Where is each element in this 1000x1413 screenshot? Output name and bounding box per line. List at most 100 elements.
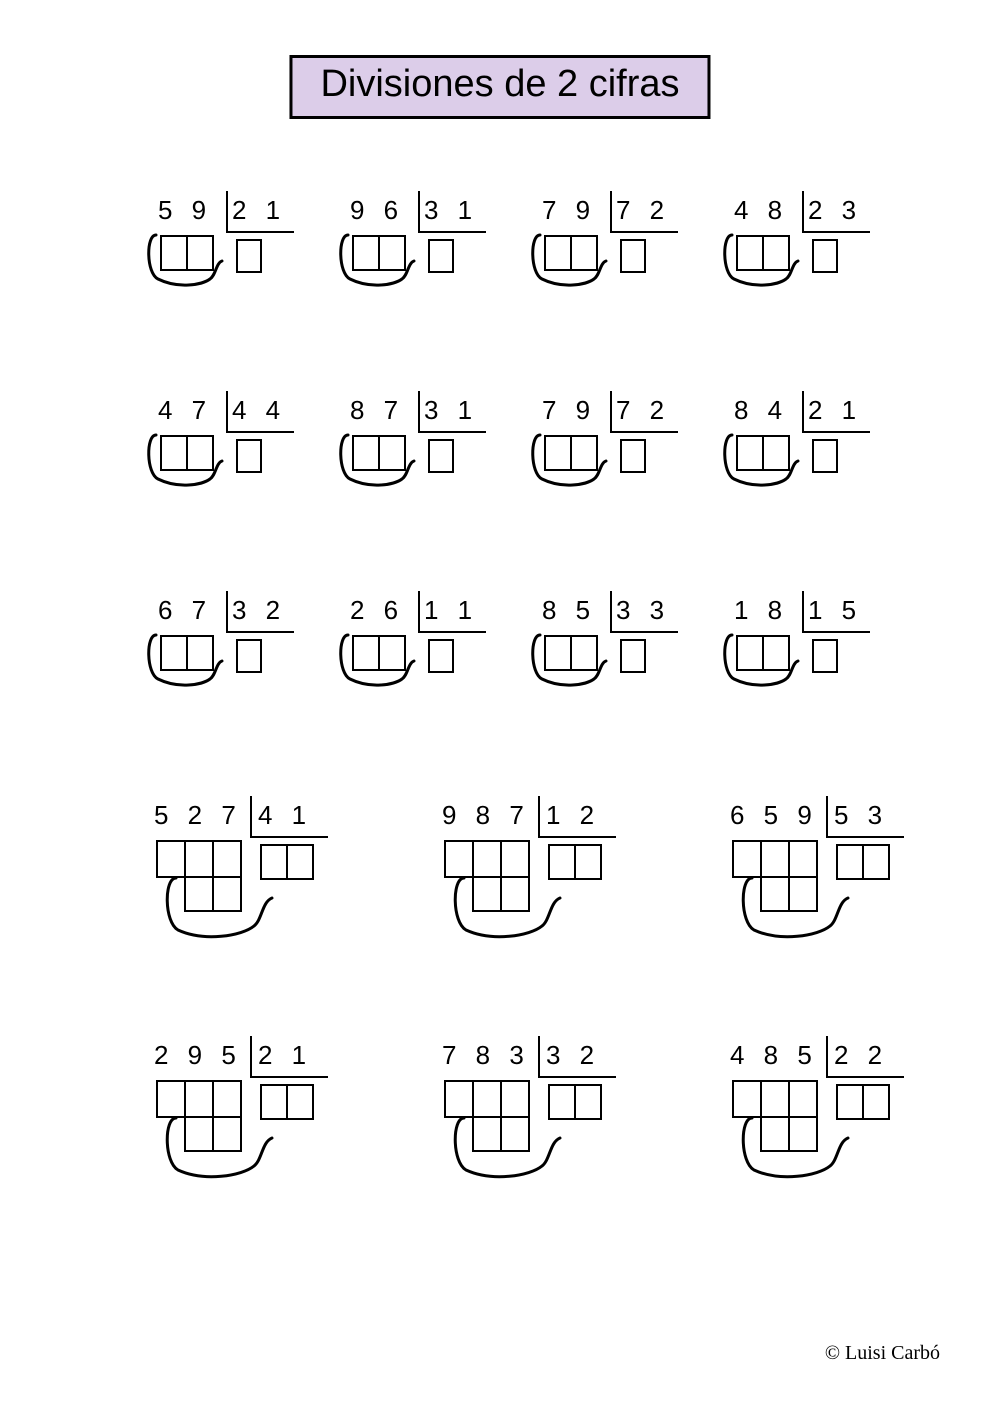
answer-cell[interactable] bbox=[790, 840, 818, 878]
quotient-boxes[interactable] bbox=[260, 844, 314, 880]
answer-cell[interactable] bbox=[544, 235, 572, 271]
answer-cell[interactable] bbox=[732, 840, 762, 878]
remainder-boxes[interactable] bbox=[544, 635, 598, 671]
remainder-row-2[interactable] bbox=[184, 876, 242, 912]
answer-cell[interactable] bbox=[188, 235, 214, 271]
quotient-box[interactable] bbox=[428, 439, 454, 473]
answer-cell[interactable] bbox=[188, 435, 214, 471]
answer-cell[interactable] bbox=[790, 876, 818, 912]
remainder-boxes[interactable] bbox=[352, 635, 406, 671]
answer-cell[interactable] bbox=[572, 435, 598, 471]
remainder-boxes[interactable] bbox=[544, 435, 598, 471]
remainder-boxes[interactable] bbox=[352, 235, 406, 271]
answer-cell[interactable] bbox=[572, 235, 598, 271]
answer-cell[interactable] bbox=[472, 1116, 502, 1152]
answer-cell[interactable] bbox=[548, 844, 576, 880]
remainder-row-2[interactable] bbox=[760, 1116, 818, 1152]
remainder-row-1[interactable] bbox=[732, 1080, 818, 1118]
quotient-boxes[interactable] bbox=[836, 1084, 890, 1120]
remainder-row-1[interactable] bbox=[444, 840, 530, 878]
answer-cell[interactable] bbox=[502, 840, 530, 878]
answer-cell[interactable] bbox=[186, 840, 214, 878]
answer-cell[interactable] bbox=[474, 1080, 502, 1118]
answer-cell[interactable] bbox=[732, 1080, 762, 1118]
answer-cell[interactable] bbox=[762, 840, 790, 878]
remainder-row-2[interactable] bbox=[184, 1116, 242, 1152]
quotient-box[interactable] bbox=[812, 239, 838, 273]
answer-cell[interactable] bbox=[474, 840, 502, 878]
answer-cell[interactable] bbox=[762, 1080, 790, 1118]
answer-cell[interactable] bbox=[380, 235, 406, 271]
answer-cell[interactable] bbox=[160, 235, 188, 271]
remainder-boxes[interactable] bbox=[352, 435, 406, 471]
quotient-box[interactable] bbox=[236, 639, 262, 673]
remainder-row-1[interactable] bbox=[732, 840, 818, 878]
quotient-boxes[interactable] bbox=[548, 844, 602, 880]
remainder-row-1[interactable] bbox=[156, 840, 242, 878]
answer-cell[interactable] bbox=[764, 635, 790, 671]
answer-cell[interactable] bbox=[544, 435, 572, 471]
answer-cell[interactable] bbox=[160, 435, 188, 471]
answer-cell[interactable] bbox=[352, 235, 380, 271]
answer-cell[interactable] bbox=[444, 1080, 474, 1118]
answer-cell[interactable] bbox=[544, 635, 572, 671]
remainder-boxes[interactable] bbox=[736, 635, 790, 671]
answer-cell[interactable] bbox=[736, 635, 764, 671]
quotient-box[interactable] bbox=[620, 639, 646, 673]
answer-cell[interactable] bbox=[736, 235, 764, 271]
answer-cell[interactable] bbox=[352, 635, 380, 671]
answer-cell[interactable] bbox=[260, 844, 288, 880]
quotient-box[interactable] bbox=[812, 639, 838, 673]
answer-cell[interactable] bbox=[576, 844, 602, 880]
answer-cell[interactable] bbox=[790, 1116, 818, 1152]
answer-cell[interactable] bbox=[380, 635, 406, 671]
answer-cell[interactable] bbox=[184, 1116, 214, 1152]
answer-cell[interactable] bbox=[572, 635, 598, 671]
remainder-boxes[interactable] bbox=[160, 435, 214, 471]
answer-cell[interactable] bbox=[502, 1080, 530, 1118]
answer-cell[interactable] bbox=[790, 1080, 818, 1118]
answer-cell[interactable] bbox=[352, 435, 380, 471]
remainder-row-2[interactable] bbox=[472, 876, 530, 912]
answer-cell[interactable] bbox=[156, 1080, 186, 1118]
answer-cell[interactable] bbox=[760, 1116, 790, 1152]
answer-cell[interactable] bbox=[864, 1084, 890, 1120]
answer-cell[interactable] bbox=[502, 876, 530, 912]
answer-cell[interactable] bbox=[156, 840, 186, 878]
answer-cell[interactable] bbox=[160, 635, 188, 671]
remainder-boxes[interactable] bbox=[544, 235, 598, 271]
quotient-box[interactable] bbox=[620, 239, 646, 273]
remainder-boxes[interactable] bbox=[736, 435, 790, 471]
answer-cell[interactable] bbox=[214, 876, 242, 912]
answer-cell[interactable] bbox=[472, 876, 502, 912]
quotient-boxes[interactable] bbox=[548, 1084, 602, 1120]
answer-cell[interactable] bbox=[214, 1080, 242, 1118]
quotient-box[interactable] bbox=[428, 639, 454, 673]
answer-cell[interactable] bbox=[764, 435, 790, 471]
answer-cell[interactable] bbox=[548, 1084, 576, 1120]
quotient-box[interactable] bbox=[620, 439, 646, 473]
answer-cell[interactable] bbox=[736, 435, 764, 471]
answer-cell[interactable] bbox=[764, 235, 790, 271]
remainder-row-1[interactable] bbox=[444, 1080, 530, 1118]
remainder-row-2[interactable] bbox=[760, 876, 818, 912]
answer-cell[interactable] bbox=[214, 840, 242, 878]
answer-cell[interactable] bbox=[214, 1116, 242, 1152]
answer-cell[interactable] bbox=[760, 876, 790, 912]
answer-cell[interactable] bbox=[502, 1116, 530, 1152]
answer-cell[interactable] bbox=[444, 840, 474, 878]
quotient-box[interactable] bbox=[236, 439, 262, 473]
answer-cell[interactable] bbox=[576, 1084, 602, 1120]
answer-cell[interactable] bbox=[864, 844, 890, 880]
answer-cell[interactable] bbox=[288, 1084, 314, 1120]
remainder-row-2[interactable] bbox=[472, 1116, 530, 1152]
quotient-box[interactable] bbox=[428, 239, 454, 273]
answer-cell[interactable] bbox=[380, 435, 406, 471]
answer-cell[interactable] bbox=[188, 635, 214, 671]
answer-cell[interactable] bbox=[184, 876, 214, 912]
answer-cell[interactable] bbox=[836, 1084, 864, 1120]
remainder-row-1[interactable] bbox=[156, 1080, 242, 1118]
quotient-box[interactable] bbox=[236, 239, 262, 273]
remainder-boxes[interactable] bbox=[736, 235, 790, 271]
remainder-boxes[interactable] bbox=[160, 235, 214, 271]
